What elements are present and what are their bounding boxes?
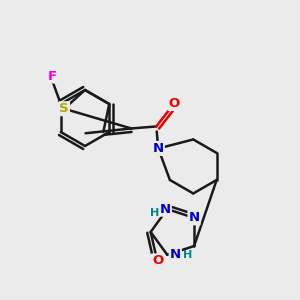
- Text: H: H: [150, 208, 159, 218]
- Text: N: N: [170, 248, 181, 261]
- Text: S: S: [59, 102, 69, 115]
- Text: N: N: [160, 202, 171, 216]
- Text: O: O: [152, 254, 163, 268]
- Text: H: H: [183, 250, 192, 260]
- Text: N: N: [153, 142, 164, 155]
- Text: F: F: [48, 70, 57, 83]
- Text: O: O: [169, 97, 180, 110]
- Text: N: N: [188, 212, 200, 224]
